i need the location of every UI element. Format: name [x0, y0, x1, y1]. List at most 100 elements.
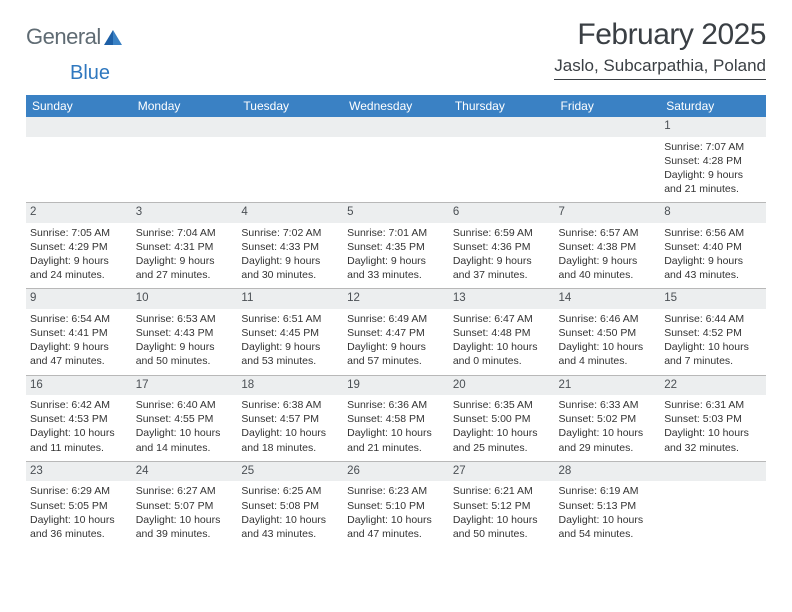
sunset-text: Sunset: 4:43 PM: [136, 326, 234, 340]
sunset-text: Sunset: 5:07 PM: [136, 499, 234, 513]
daylight-text: Daylight: 9 hours: [347, 254, 445, 268]
daylight-text: and 11 minutes.: [30, 441, 128, 455]
day-cell: [237, 137, 343, 203]
daylight-text: Daylight: 9 hours: [136, 254, 234, 268]
day-number-cell: [343, 117, 449, 137]
day-number-cell: 13: [449, 289, 555, 309]
day-cell: Sunrise: 6:53 AMSunset: 4:43 PMDaylight:…: [132, 309, 238, 375]
sunset-text: Sunset: 4:47 PM: [347, 326, 445, 340]
day-number-cell: 25: [237, 461, 343, 481]
sunrise-text: Sunrise: 6:35 AM: [453, 398, 551, 412]
daylight-text: and 32 minutes.: [664, 441, 762, 455]
daylight-text: and 39 minutes.: [136, 527, 234, 541]
day-cell: Sunrise: 6:19 AMSunset: 5:13 PMDaylight:…: [555, 481, 661, 547]
daylight-text: Daylight: 10 hours: [664, 426, 762, 440]
daylight-text: and 43 minutes.: [241, 527, 339, 541]
daylight-text: Daylight: 10 hours: [453, 426, 551, 440]
sunrise-text: Sunrise: 7:04 AM: [136, 226, 234, 240]
daylight-text: and 33 minutes.: [347, 268, 445, 282]
daylight-text: and 37 minutes.: [453, 268, 551, 282]
sunrise-text: Sunrise: 6:56 AM: [664, 226, 762, 240]
day-number-cell: [555, 117, 661, 137]
daylight-text: and 4 minutes.: [559, 354, 657, 368]
day-number-cell: 4: [237, 203, 343, 223]
sunset-text: Sunset: 4:53 PM: [30, 412, 128, 426]
sunset-text: Sunset: 4:57 PM: [241, 412, 339, 426]
daylight-text: and 43 minutes.: [664, 268, 762, 282]
week-row: Sunrise: 6:54 AMSunset: 4:41 PM Daylight:…: [26, 309, 766, 375]
sunrise-text: Sunrise: 6:25 AM: [241, 484, 339, 498]
daylight-text: and 0 minutes.: [453, 354, 551, 368]
daylight-text: Daylight: 9 hours: [136, 340, 234, 354]
daylight-text: and 27 minutes.: [136, 268, 234, 282]
sunset-text: Sunset: 5:08 PM: [241, 499, 339, 513]
day-number-cell: 12: [343, 289, 449, 309]
sunrise-text: Sunrise: 6:31 AM: [664, 398, 762, 412]
day-cell: Sunrise: 6:36 AMSunset: 4:58 PMDaylight:…: [343, 395, 449, 461]
daylight-text: Daylight: 9 hours: [453, 254, 551, 268]
sunrise-text: Sunrise: 7:01 AM: [347, 226, 445, 240]
sunset-text: Sunset: 4:38 PM: [559, 240, 657, 254]
week-row: Sunrise: 6:42 AMSunset: 4:53 PM Daylight:…: [26, 395, 766, 461]
daylight-text: Daylight: 9 hours: [241, 254, 339, 268]
daylight-text: Daylight: 10 hours: [347, 513, 445, 527]
day-number-cell: 20: [449, 375, 555, 395]
sunrise-text: Sunrise: 6:38 AM: [241, 398, 339, 412]
sunrise-text: Sunrise: 6:49 AM: [347, 312, 445, 326]
day-number-cell: 28: [555, 461, 661, 481]
day-cell: [449, 137, 555, 203]
daylight-text: Daylight: 10 hours: [136, 426, 234, 440]
day-number-cell: 3: [132, 203, 238, 223]
sunrise-text: Sunrise: 6:42 AM: [30, 398, 128, 412]
day-cell: Sunrise: 6:23 AMSunset: 5:10 PMDaylight:…: [343, 481, 449, 547]
daylight-text: and 21 minutes.: [664, 182, 762, 196]
day-cell: Sunrise: 7:01 AMSunset: 4:35 PMDaylight:…: [343, 223, 449, 289]
daylight-text: and 47 minutes.: [30, 354, 128, 368]
sunset-text: Sunset: 4:50 PM: [559, 326, 657, 340]
day-cell: Sunrise: 6:56 AMSunset: 4:40 PMDaylight:…: [660, 223, 766, 289]
day-cell: Sunrise: 6:29 AMSunset: 5:05 PMDaylight:…: [26, 481, 132, 547]
sunrise-text: Sunrise: 6:33 AM: [559, 398, 657, 412]
day-cell: Sunrise: 6:38 AMSunset: 4:57 PMDaylight:…: [237, 395, 343, 461]
daylight-text: and 53 minutes.: [241, 354, 339, 368]
day-number-cell: [449, 117, 555, 137]
month-title: February 2025: [554, 18, 766, 52]
daylight-text: Daylight: 10 hours: [241, 513, 339, 527]
daylight-text: Daylight: 9 hours: [347, 340, 445, 354]
day-cell: [660, 481, 766, 547]
day-number-cell: [237, 117, 343, 137]
day-number-row: 2345678: [26, 203, 766, 223]
day-number-cell: 9: [26, 289, 132, 309]
calendar-table: Sunday Monday Tuesday Wednesday Thursday…: [26, 95, 766, 547]
day-cell: [26, 137, 132, 203]
daylight-text: Daylight: 10 hours: [347, 426, 445, 440]
daylight-text: and 14 minutes.: [136, 441, 234, 455]
day-number-cell: 23: [26, 461, 132, 481]
sunset-text: Sunset: 5:02 PM: [559, 412, 657, 426]
daylight-text: Daylight: 9 hours: [241, 340, 339, 354]
daylight-text: and 50 minutes.: [453, 527, 551, 541]
day-cell: Sunrise: 6:42 AMSunset: 4:53 PMDaylight:…: [26, 395, 132, 461]
sunrise-text: Sunrise: 6:54 AM: [30, 312, 128, 326]
day-cell: Sunrise: 6:49 AMSunset: 4:47 PMDaylight:…: [343, 309, 449, 375]
day-number-cell: 7: [555, 203, 661, 223]
day-number-cell: 15: [660, 289, 766, 309]
day-cell: Sunrise: 6:25 AMSunset: 5:08 PMDaylight:…: [237, 481, 343, 547]
brand-triangle-icon: [103, 28, 123, 46]
sunset-text: Sunset: 5:12 PM: [453, 499, 551, 513]
sunset-text: Sunset: 4:41 PM: [30, 326, 128, 340]
day-number-cell: [132, 117, 238, 137]
daylight-text: and 30 minutes.: [241, 268, 339, 282]
day-number-cell: 26: [343, 461, 449, 481]
sunset-text: Sunset: 4:58 PM: [347, 412, 445, 426]
daylight-text: Daylight: 9 hours: [664, 254, 762, 268]
calendar-page: General February 2025 Jaslo, Subcarpathi…: [0, 0, 792, 547]
day-number-cell: 24: [132, 461, 238, 481]
day-number-row: 9101112131415: [26, 289, 766, 309]
day-cell: [555, 137, 661, 203]
daylight-text: and 50 minutes.: [136, 354, 234, 368]
day-number-cell: 16: [26, 375, 132, 395]
day-cell: Sunrise: 6:27 AMSunset: 5:07 PMDaylight:…: [132, 481, 238, 547]
daylight-text: Daylight: 10 hours: [136, 513, 234, 527]
day-number-cell: 6: [449, 203, 555, 223]
